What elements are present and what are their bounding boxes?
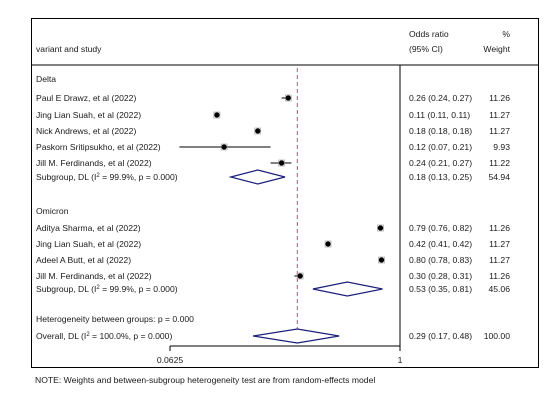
group-0-subgroup-weight: 54.94 bbox=[488, 172, 510, 182]
group-0-study-2-label: Nick Andrews, et al (2022) bbox=[36, 126, 136, 136]
group-1-study-2-weight-box bbox=[378, 256, 385, 264]
group-1-study-0-label: Aditya Sharma, et al (2022) bbox=[36, 223, 141, 233]
group-0-study-1-point bbox=[214, 112, 220, 118]
group-0-study-0-ci: 0.26 (0.24, 0.27) bbox=[409, 93, 472, 103]
group-1-study-1-label: Jing Lian Suah, et al (2022) bbox=[36, 239, 141, 249]
group-1-study-0-weight: 11.26 bbox=[489, 223, 510, 233]
group-title-1: Omicron bbox=[36, 206, 69, 216]
group-1-study-3-weight: 11.26 bbox=[489, 271, 510, 281]
footnote: NOTE: Weights and between-subgroup heter… bbox=[35, 375, 375, 385]
group-0-study-3-weight: 9.93 bbox=[493, 142, 510, 152]
group-1-subgroup-label: Subgroup, DL (I2 = 99.9%, p = 0.000) bbox=[36, 284, 178, 294]
group-0-study-3-ci: 0.12 (0.07, 0.21) bbox=[409, 142, 472, 152]
group-0-study-2-point bbox=[255, 128, 261, 134]
group-0-study-3-point bbox=[221, 144, 227, 150]
study-rows: Delta Paul E Drawz, et al (2022) 0.26 (0.2… bbox=[36, 74, 511, 344]
group-1-study-1-point bbox=[325, 241, 331, 247]
header-weight-line2: Weight bbox=[483, 44, 510, 54]
header-study: variant and study bbox=[36, 44, 102, 54]
plot-frame bbox=[31, 18, 539, 368]
group-0-study-2-ci: 0.18 (0.18, 0.18) bbox=[409, 126, 472, 136]
group-0-study-4-ci: 0.24 (0.21, 0.27) bbox=[409, 158, 472, 168]
group-1-study-2-label: Adeel A Butt, et al (2022) bbox=[36, 255, 131, 265]
group-0-study-1-weight-box bbox=[213, 111, 221, 119]
group-1-study-3-weight-box bbox=[296, 272, 304, 280]
group-1-study-1-weight-box bbox=[324, 240, 332, 248]
group-0-study-4-label: Jill M. Ferdinands, et al (2022) bbox=[36, 158, 152, 168]
group-0-study-4-weight-box bbox=[278, 159, 285, 167]
group-1-study-2-ci: 0.80 (0.78, 0.83) bbox=[409, 255, 472, 265]
group-1-study-2-weight: 11.27 bbox=[489, 255, 510, 265]
group-title-0: Delta bbox=[36, 74, 56, 84]
heterogeneity-text: Heterogeneity between groups: p = 0.000 bbox=[36, 314, 194, 324]
group-1-study-0-weight-box bbox=[377, 224, 384, 232]
group-0-subgroup-diamond bbox=[228, 169, 286, 185]
group-0-study-2-weight: 11.27 bbox=[489, 126, 510, 136]
overall-ci: 0.29 (0.17, 0.48) bbox=[409, 331, 472, 341]
group-1-subgroup-diamond bbox=[312, 281, 383, 297]
header-or-line1: Odds ratio bbox=[409, 29, 449, 39]
group-0-study-2-weight-box bbox=[254, 127, 262, 135]
group-0-study-0-label: Paul E Drawz, et al (2022) bbox=[36, 93, 136, 103]
group-0-study-1-weight: 11.27 bbox=[489, 110, 510, 120]
group-1-study-3-point bbox=[297, 273, 303, 279]
group-1-subgroup-weight: 45.06 bbox=[488, 284, 510, 294]
axis-tick-label-0: 0.0625 bbox=[157, 355, 184, 365]
header-weight-line1: % bbox=[502, 29, 510, 39]
group-1-study-2-point bbox=[378, 257, 385, 263]
group-1-study-1-ci: 0.42 (0.41, 0.42) bbox=[409, 239, 472, 249]
group-1-study-1-weight: 11.27 bbox=[489, 239, 510, 249]
group-0-subgroup-label: Subgroup, DL (I2 = 99.9%, p = 0.000) bbox=[36, 172, 178, 182]
group-0-study-1-ci: 0.11 (0.11, 0.11) bbox=[409, 110, 470, 120]
group-1-study-0-ci: 0.79 (0.76, 0.82) bbox=[409, 223, 472, 233]
group-1-study-0-point bbox=[377, 225, 384, 231]
overall-diamond bbox=[252, 328, 340, 344]
group-0-study-0-weight-box bbox=[284, 94, 292, 102]
header-or-line2: (95% CI) bbox=[409, 44, 443, 54]
group-0-subgroup-ci: 0.18 (0.13, 0.25) bbox=[409, 172, 472, 182]
group-0-study-4-weight: 11.22 bbox=[489, 158, 510, 168]
axis-tick-label-1: 1 bbox=[398, 355, 403, 365]
group-0-study-3-weight-box bbox=[220, 143, 228, 151]
group-1-subgroup-ci: 0.53 (0.35, 0.81) bbox=[409, 284, 472, 294]
group-0-study-4-point bbox=[278, 160, 285, 166]
group-1-study-3-label: Jill M. Ferdinands, et al (2022) bbox=[36, 271, 152, 281]
group-0-study-0-weight: 11.26 bbox=[489, 93, 510, 103]
group-0-study-0-point bbox=[285, 95, 291, 101]
group-0-study-1-label: Jing Lian Suah, et al (2022) bbox=[36, 110, 141, 120]
overall-label: Overall, DL (I2 = 100.0%, p = 0.000) bbox=[36, 331, 172, 341]
overall-weight: 100.00 bbox=[484, 331, 511, 341]
group-0-study-3-label: Paskorn Sritipsukho, et al (2022) bbox=[36, 142, 161, 152]
group-1-study-3-ci: 0.30 (0.28, 0.31) bbox=[409, 271, 472, 281]
